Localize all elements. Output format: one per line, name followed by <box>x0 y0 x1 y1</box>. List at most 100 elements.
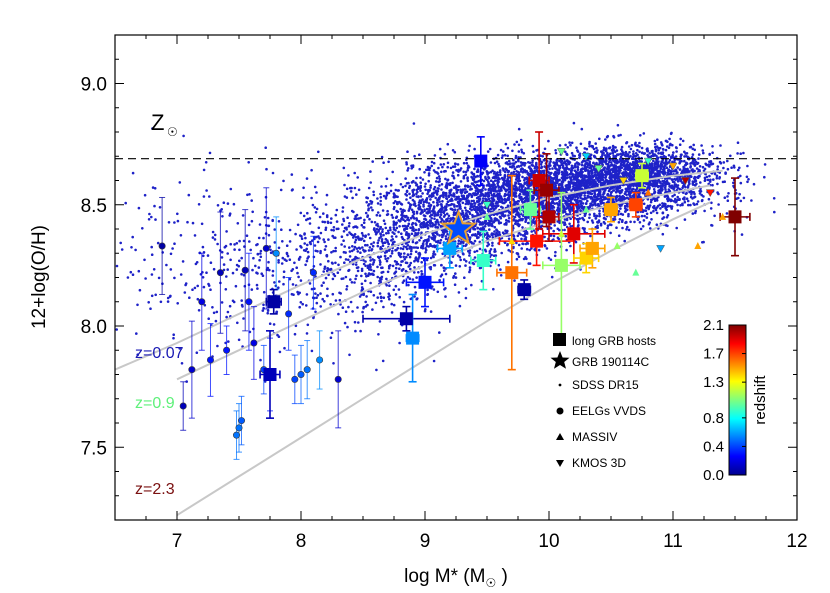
sdss-point <box>489 170 493 174</box>
sdss-point <box>612 136 616 139</box>
sdss-point <box>413 154 416 158</box>
sdss-point <box>556 196 560 200</box>
sdss-point <box>566 205 569 209</box>
sdss-point <box>558 221 561 225</box>
sdss-point <box>689 195 693 199</box>
sdss-point <box>648 204 652 207</box>
sdss-point <box>464 296 468 300</box>
sdss-point <box>408 206 412 210</box>
sdss-point <box>575 175 579 179</box>
sdss-point <box>334 246 338 250</box>
sdss-point <box>683 150 686 154</box>
sdss-point <box>724 172 727 175</box>
sdss-point <box>702 151 705 155</box>
sdss-point <box>676 209 680 212</box>
sdss-point <box>423 185 427 188</box>
sdss-point <box>412 122 416 125</box>
sdss-point <box>588 216 591 220</box>
sdss-point <box>419 195 423 198</box>
sdss-point <box>586 199 589 203</box>
sdss-point <box>517 176 520 179</box>
sdss-point <box>590 144 593 148</box>
sdss-point <box>626 225 629 229</box>
sdss-point <box>390 235 394 238</box>
sdss-point <box>535 163 538 166</box>
sdss-point <box>368 236 372 240</box>
sdss-point <box>629 220 632 224</box>
sdss-point <box>564 143 567 147</box>
sdss-point <box>438 147 442 151</box>
sdss-point <box>425 207 429 211</box>
sdss-point <box>712 178 715 181</box>
sdss-point <box>591 180 594 183</box>
sdss-point <box>679 155 682 159</box>
sdss-point <box>453 162 457 165</box>
sdss-point <box>499 173 502 176</box>
sdss-point <box>574 173 578 176</box>
sdss-point <box>675 150 678 153</box>
sdss-point <box>578 192 582 195</box>
sdss-point <box>658 146 662 150</box>
sdss-point <box>496 173 500 177</box>
sdss-point <box>521 175 524 179</box>
sdss-point <box>547 139 550 143</box>
sdss-point <box>571 154 575 157</box>
sdss-point <box>446 161 450 165</box>
sdss-point <box>404 177 407 180</box>
sdss-point <box>517 182 521 185</box>
sdss-point <box>703 167 707 171</box>
sdss-point <box>628 151 631 154</box>
sdss-point <box>664 155 667 159</box>
sdss-point <box>551 180 555 183</box>
sdss-point <box>377 228 381 232</box>
sdss-point <box>527 185 531 188</box>
sdss-point <box>692 191 696 194</box>
sdss-point <box>586 165 589 168</box>
sdss-point <box>578 217 581 220</box>
sdss-point <box>661 232 665 236</box>
sdss-point <box>540 170 544 173</box>
sdss-point <box>515 170 518 173</box>
sdss-point <box>684 152 687 155</box>
sdss-point <box>454 184 458 187</box>
sdss-point <box>580 200 583 203</box>
sdss-point <box>605 135 609 139</box>
sdss-point <box>673 184 676 187</box>
sdss-point <box>349 190 353 193</box>
sdss-point <box>553 224 556 227</box>
sdss-point <box>440 183 444 186</box>
sdss-point <box>723 196 727 199</box>
sdss-point <box>466 215 469 218</box>
sdss-point <box>444 177 447 181</box>
sdss-point <box>600 176 603 179</box>
sdss-point <box>577 179 581 183</box>
sdss-point <box>459 180 463 183</box>
sdss-point <box>591 203 595 207</box>
sdss-point <box>739 152 742 155</box>
sdss-point <box>353 186 357 190</box>
sdss-point <box>575 146 578 149</box>
sdss-point <box>657 184 660 188</box>
sdss-point <box>371 160 375 163</box>
sdss-point <box>588 213 591 216</box>
sdss-point <box>569 244 572 248</box>
sdss-point <box>608 223 612 226</box>
sdss-point <box>609 161 613 164</box>
sdss-point <box>517 200 520 203</box>
sdss-point <box>417 219 421 223</box>
sdss-point <box>620 220 624 223</box>
sdss-point <box>606 226 609 230</box>
sdss-point <box>655 145 659 148</box>
sdss-point <box>567 180 571 184</box>
sdss-point <box>569 225 572 228</box>
sdss-point <box>570 171 573 174</box>
sdss-point <box>678 143 682 146</box>
sdss-point <box>510 165 514 168</box>
sdss-point <box>611 179 614 182</box>
sdss-point <box>524 216 527 219</box>
sdss-point <box>489 207 493 211</box>
sdss-point <box>663 169 666 173</box>
sdss-point <box>512 158 515 162</box>
sdss-point <box>444 235 448 238</box>
